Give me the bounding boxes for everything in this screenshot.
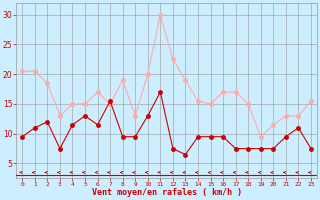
- X-axis label: Vent moyen/en rafales ( km/h ): Vent moyen/en rafales ( km/h ): [92, 188, 242, 197]
